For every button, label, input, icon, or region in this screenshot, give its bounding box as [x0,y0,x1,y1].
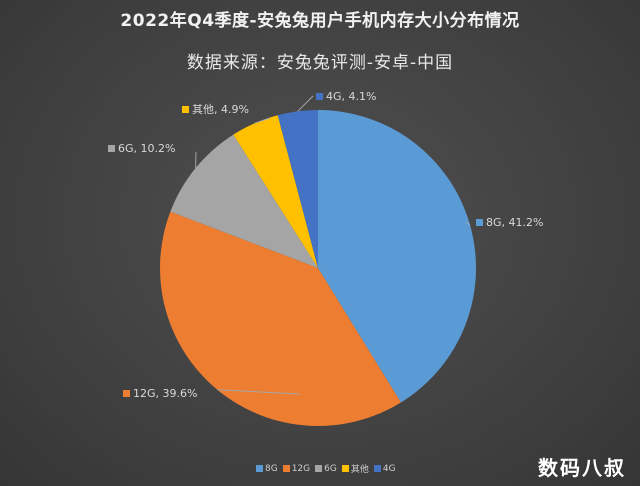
pie-slice-4G [277,110,318,268]
chart-title: 2022年Q4季度-安兔兔用户手机内存大小分布情况 [120,11,520,31]
legend-item-4g: 4G [373,463,396,474]
legend-item-8g: 8G [256,464,278,474]
watermark: 数码八叔 [538,456,626,480]
data-label: 8G, 41.2% [486,216,543,229]
legend-label: 6G [324,463,337,474]
legend: 8G 12G 6G 其他 4G [256,462,396,475]
data-label: 6G, 10.2% [118,142,175,155]
legend-swatch [256,465,263,472]
legend-label: 其他 [350,465,369,475]
pie-slices [160,110,477,426]
pie-slice-其他 [233,115,318,268]
data-label: 其他, 4.9% [192,103,249,116]
pie-labels: 8G, 41.2% 12G, 39.6% 6G, 10.2% 其他, 4.9% 4G, … [108,90,543,400]
legend-label: 8G [265,463,278,474]
legend-swatch [341,465,349,472]
legend-item-6g: 6G [315,464,337,474]
chart-subtitle: 数据来源：安兔兔评测-安卓-中国 [186,53,454,73]
legend-label: 4G [382,463,396,474]
legend-label: 12G [291,463,311,474]
data-label: 4G, 4.1% [326,90,376,103]
pie-slice-8G [318,110,477,403]
pie-slice-6G [170,134,318,268]
data-label: 12G, 39.6% [133,387,197,400]
legend-swatch [373,465,381,472]
legend-swatch [315,465,323,472]
legend-swatch [282,465,290,472]
pie-slice-12G [160,211,401,426]
legend-item-other: 其他 [341,462,369,475]
legend-item-12g: 12G [282,463,311,474]
